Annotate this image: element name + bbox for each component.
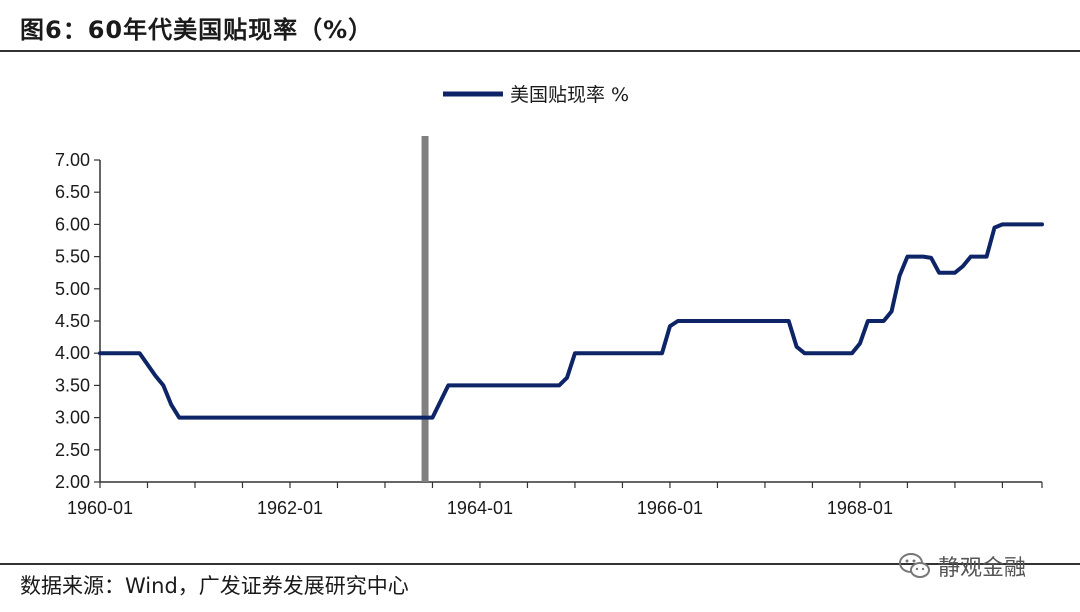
bottom-rule <box>0 563 1080 565</box>
y-tick-label: 5.00 <box>55 279 90 299</box>
wechat-icon <box>899 553 930 578</box>
watermark: 静观金融 <box>898 548 1026 584</box>
y-tick-label: 3.50 <box>55 375 90 395</box>
discount-rate-chart: 美国贴现率 % 2.00 2.50 3.00 3.50 4.00 4.50 5.00 5.50… <box>55 84 1044 518</box>
y-tick-label: 4.00 <box>55 343 90 363</box>
source-note: 数据来源：Wind，广发证券发展研究中心 <box>20 574 409 598</box>
x-tick-label: 1964-01 <box>447 498 513 518</box>
axes: 2.00 2.50 3.00 3.50 4.00 4.50 5.00 5.50 6.00 6.50… <box>55 150 1043 518</box>
y-tick-label: 5.50 <box>55 247 90 267</box>
y-tick-label: 2.50 <box>55 440 90 460</box>
top-rule <box>0 50 1080 52</box>
y-tick-label: 2.00 <box>55 472 90 492</box>
y-tick-label: 4.50 <box>55 311 90 331</box>
y-tick-label: 3.00 <box>55 408 90 428</box>
y-tick-label: 6.50 <box>55 182 90 202</box>
plot-area <box>98 136 1044 482</box>
x-tick-label: 1968-01 <box>827 498 893 518</box>
watermark-text: 静观金融 <box>938 556 1027 581</box>
x-tick-label: 1962-01 <box>257 498 323 518</box>
legend-label: 美国贴现率 % <box>510 84 629 106</box>
y-tick-label: 6.00 <box>55 214 90 234</box>
x-tick-label: 1966-01 <box>637 498 703 518</box>
figure-title: 图6：60年代美国贴现率（%） <box>20 16 374 44</box>
x-tick-label: 1960-01 <box>67 498 133 518</box>
series-line <box>98 222 1044 420</box>
vertical-marker <box>421 136 429 482</box>
legend: 美国贴现率 % <box>443 84 629 106</box>
y-tick-label: 7.00 <box>55 150 90 170</box>
